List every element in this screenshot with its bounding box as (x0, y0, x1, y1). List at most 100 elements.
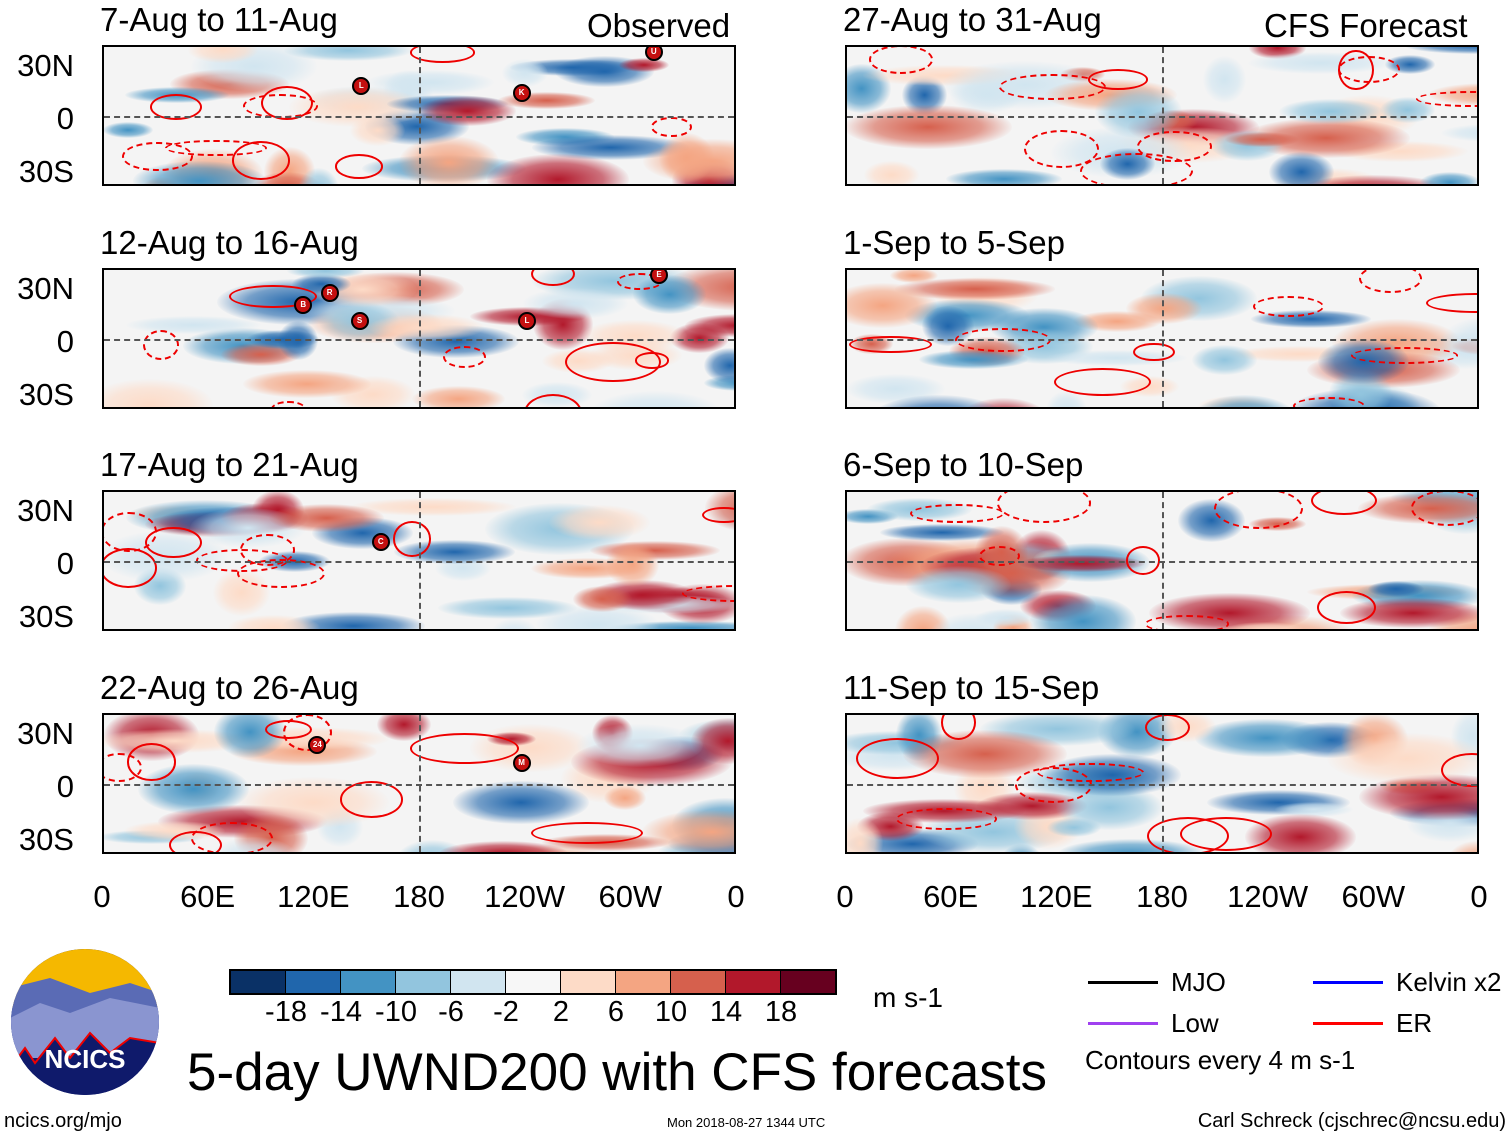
anomaly-shading (573, 585, 632, 612)
dateline (1162, 270, 1164, 407)
er-contour (1133, 342, 1175, 362)
lon-label: 0 (1470, 879, 1488, 914)
anomaly-shading (497, 92, 595, 110)
er-contour (1053, 367, 1152, 396)
lat-label: 30N (17, 493, 74, 528)
anomaly-shading (879, 523, 1005, 542)
colorbar-swatch (341, 971, 396, 993)
anomaly-shading (1047, 818, 1102, 838)
anomaly-shading (452, 780, 590, 825)
anomaly-shading (439, 840, 568, 852)
lat-label: 30S (18, 599, 74, 634)
tropical-cyclone-icon: S (350, 312, 369, 331)
er-contour (164, 139, 267, 157)
er-contour (868, 47, 933, 74)
observed-label: Observed (587, 7, 731, 44)
anomaly-shading (1404, 47, 1477, 54)
panel-title: 6-Sep to 10-Sep (843, 446, 1084, 483)
er-contour (564, 342, 661, 383)
lon-label: 60E (923, 879, 979, 914)
dateline (1162, 47, 1164, 184)
anomaly-shading (704, 347, 734, 383)
er-contour (909, 503, 1004, 523)
er-contour (701, 507, 734, 524)
anomaly-shading (283, 47, 412, 61)
lon-label: 120W (1227, 879, 1309, 914)
panel-title: 12-Aug to 16-Aug (100, 224, 359, 261)
lat-label: 0 (56, 769, 74, 804)
er-contour (1359, 270, 1423, 294)
tropical-cyclone-icon: B (294, 296, 313, 315)
panel-title: 22-Aug to 26-Aug (100, 669, 359, 706)
er-contour (231, 141, 291, 181)
lat-label: 30S (18, 154, 74, 189)
anomaly-shading (548, 504, 650, 540)
er-contour (442, 346, 487, 369)
lat-label: 30S (18, 377, 74, 412)
author-credit: Carl Schreck (cjschrec@ncsu.edu) (1197, 1110, 1506, 1132)
legend-label: Low (1171, 1008, 1219, 1038)
er-contour (1214, 492, 1304, 529)
anomaly-shading (1275, 802, 1353, 817)
er-contour (282, 715, 332, 751)
lon-label: 120W (484, 879, 566, 914)
er-contour (531, 821, 643, 845)
anomaly-shading (956, 398, 1051, 407)
map-panel: C (102, 490, 736, 631)
svg-text:NCICS: NCICS (45, 1044, 126, 1074)
colorbar-swatch (231, 971, 286, 993)
anomaly-shading (487, 618, 541, 629)
colorbar-swatch (671, 971, 726, 993)
anomaly-shading (349, 498, 517, 516)
anomaly-shading (1203, 56, 1247, 104)
legend-line-low (1088, 1022, 1158, 1025)
er-contour (270, 400, 306, 407)
tropical-cyclone-icon: U (644, 47, 663, 62)
panel-title: 7-Aug to 11-Aug (100, 1, 338, 38)
lon-label: 60W (598, 879, 663, 914)
ncics-logo: NCICS (11, 949, 159, 1095)
anomaly-shading (1420, 171, 1477, 184)
map-panel (845, 490, 1479, 631)
map-panel (845, 268, 1479, 409)
er-contour (855, 738, 939, 779)
lat-label: 30N (17, 271, 74, 306)
legend-line-kelvin (1313, 981, 1383, 984)
anomaly-shading (286, 270, 364, 279)
panel-title: 27-Aug to 31-Aug (843, 1, 1102, 38)
anomaly-shading (868, 395, 1010, 407)
anomaly-shading (228, 615, 320, 629)
legend-line-mjo (1088, 981, 1158, 984)
anomaly-shading (609, 620, 734, 629)
source-url[interactable]: ncics.org/mjo (4, 1110, 122, 1132)
er-contour (260, 85, 314, 120)
er-contour (150, 94, 203, 120)
lon-label: 180 (393, 879, 445, 914)
colorbar-label: 18 (764, 996, 798, 1028)
tropical-cyclone-icon: L (352, 76, 371, 95)
lon-label: 60W (1341, 879, 1406, 914)
er-contour (1350, 347, 1459, 365)
anomaly-shading (1269, 152, 1335, 184)
er-contour (1079, 152, 1193, 184)
anomaly-shading (298, 168, 340, 184)
tropical-cyclone-icon: E (649, 270, 668, 285)
anomaly-shading (906, 566, 1012, 604)
panel-title: 17-Aug to 21-Aug (100, 446, 359, 483)
anomaly-shading (411, 385, 506, 407)
anomaly-shading (1194, 718, 1338, 758)
anomaly-shading (1193, 395, 1296, 407)
dateline (1162, 492, 1164, 629)
er-contour (940, 715, 976, 741)
lon-label: 0 (836, 879, 854, 914)
er-contour (104, 752, 142, 782)
anomaly-shading (104, 121, 154, 139)
map-panel: 24 M (102, 713, 736, 854)
anomaly-shading (399, 136, 500, 184)
tropical-cyclone-icon: K (512, 84, 531, 102)
anomaly-shading (1293, 174, 1455, 184)
er-contour (996, 492, 1092, 523)
er-contour (196, 549, 288, 572)
er-contour (1426, 292, 1477, 313)
